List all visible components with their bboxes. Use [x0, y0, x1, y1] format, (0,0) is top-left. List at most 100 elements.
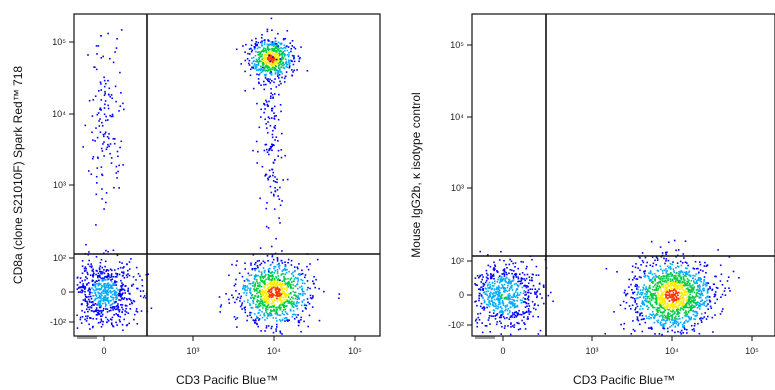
event-dot: [272, 96, 274, 99]
event-dot: [302, 294, 304, 297]
event-dot: [488, 296, 490, 299]
event-dot: [513, 300, 516, 302]
event-dot: [283, 313, 285, 316]
event-dot: [285, 265, 287, 268]
event-dot: [277, 49, 280, 52]
event-dot: [694, 301, 696, 304]
event-dot: [277, 32, 279, 35]
event-dot: [669, 321, 672, 323]
event-dot: [632, 291, 634, 294]
event-dot: [662, 297, 665, 299]
event-dot: [659, 301, 662, 303]
event-dot: [502, 304, 505, 306]
event-dot: [272, 279, 275, 282]
event-dot: [661, 333, 663, 336]
event-dot: [99, 303, 102, 306]
event-dot: [636, 318, 639, 321]
event-dot: [675, 278, 678, 281]
event-dot: [115, 298, 117, 301]
event-dot: [689, 290, 692, 292]
event-dot: [667, 330, 669, 333]
event-dot: [297, 295, 299, 297]
event-dot: [521, 319, 523, 322]
event-dot: [639, 312, 642, 315]
event-dot: [480, 302, 483, 305]
event-dot: [147, 273, 149, 275]
y-tick-label: 0: [61, 287, 66, 297]
event-dot: [266, 308, 269, 311]
event-dot: [665, 276, 668, 278]
event-dot: [673, 305, 675, 308]
event-dot: [508, 293, 511, 295]
event-dot: [504, 306, 507, 308]
event-dot: [672, 261, 674, 263]
event-dot: [274, 68, 276, 71]
event-dot: [265, 308, 268, 311]
event-dot: [663, 314, 666, 317]
event-dot: [690, 288, 693, 290]
event-dot: [704, 312, 706, 314]
event-dot: [106, 308, 109, 310]
event-dot: [258, 305, 260, 308]
event-dot: [250, 44, 253, 47]
event-dot: [274, 50, 277, 52]
event-dot: [696, 314, 698, 316]
event-dot: [267, 291, 269, 293]
event-dot: [511, 272, 513, 275]
event-dot: [266, 78, 268, 81]
event-dot: [694, 282, 696, 285]
event-dot: [661, 319, 663, 321]
event-dot: [703, 280, 705, 282]
event-dot: [653, 272, 656, 275]
event-dot: [666, 306, 669, 308]
event-dot: [258, 291, 261, 294]
event-dot: [277, 275, 280, 277]
event-dot: [281, 52, 283, 55]
event-dot: [678, 289, 681, 291]
event-dot: [276, 293, 278, 295]
event-dot: [668, 316, 670, 318]
event-dot: [698, 290, 700, 292]
event-dot: [490, 291, 492, 294]
event-dot: [270, 283, 272, 286]
event-dot: [276, 284, 278, 286]
event-dot: [492, 292, 495, 294]
event-dot: [98, 310, 101, 312]
event-dot: [307, 325, 309, 328]
event-dot: [638, 296, 641, 299]
event-dot: [244, 268, 246, 270]
event-dot: [536, 295, 538, 297]
event-dot: [516, 284, 519, 286]
event-dot: [646, 305, 648, 307]
event-dot: [92, 276, 94, 278]
event-dot: [248, 274, 251, 277]
event-dot: [273, 272, 276, 274]
event-dot: [279, 58, 281, 60]
event-dot: [267, 69, 270, 72]
event-dot: [269, 309, 272, 311]
event-dot: [257, 78, 260, 80]
event-dot: [99, 270, 101, 273]
event-dot: [671, 283, 673, 286]
event-dot: [648, 280, 651, 282]
event-dot: [88, 300, 91, 302]
event-dot: [120, 304, 122, 306]
event-dot: [674, 298, 677, 301]
event-dot: [501, 302, 504, 304]
event-dot: [99, 292, 101, 295]
plot-left-frame: [73, 13, 381, 337]
event-dot: [123, 108, 125, 111]
event-dot: [264, 307, 267, 310]
event-dot: [263, 56, 266, 59]
event-dot: [276, 69, 278, 72]
event-dot: [104, 133, 106, 135]
event-dot: [661, 299, 663, 302]
event-dot: [105, 119, 107, 122]
event-dot: [476, 322, 479, 324]
event-dot: [634, 275, 636, 278]
event-dot: [500, 314, 503, 317]
event-dot: [115, 276, 118, 278]
event-dot: [119, 146, 121, 149]
event-dot: [679, 292, 681, 294]
